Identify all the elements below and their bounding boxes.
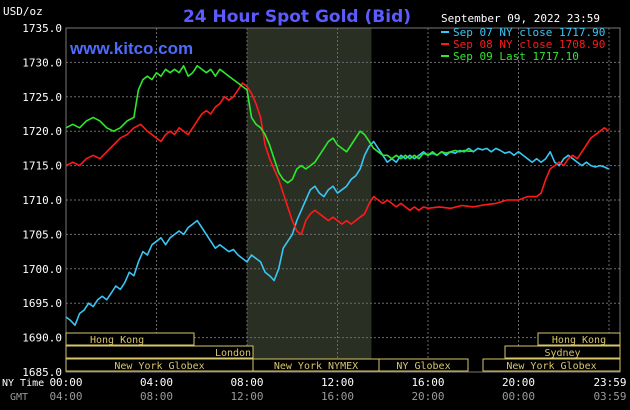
series-line-1 [65,82,610,236]
site-watermark: www.kitco.com [69,39,193,58]
chart-axes: 1735.0 1730.0 1725.0 1720.0 1715.0 1710.0 1705… [2,22,627,403]
x-tick-label-gmt: 03:59 [593,390,626,403]
session-label: NY Globex [396,361,450,372]
y-tick-label: 1695.0 [22,297,62,310]
nymex-session-shade [247,28,372,372]
session-label: New York NYMEX [274,361,358,372]
x-tick-label-gmt: 16:00 [321,390,354,403]
chart-timestamp: September 09, 2022 23:59 [441,12,600,25]
session-bars: Hong Kong London New York Globex New York N… [65,332,621,372]
y-tick-label: 1685.0 [22,366,62,379]
series-line-0 [65,140,609,326]
series-lines [65,65,610,326]
plot-frame [65,27,621,373]
y-tick-label: 1690.0 [22,332,62,345]
x-tick-label-ny: 12:00 [321,376,354,389]
session-box [537,332,621,346]
chart-grid [65,27,621,373]
session-label: Hong Kong [552,335,606,346]
x-tick-label-ny: 08:00 [230,376,263,389]
chart-title: 24 Hour Spot Gold (Bid) [183,7,411,27]
y-tick-label: 1735.0 [22,22,62,35]
x-tick-label-ny: 23:59 [593,376,626,389]
session-label: New York Globex [506,361,596,372]
legend-entry: Sep 08 NY close 1708.90 [453,38,605,51]
series-line-2 [65,65,474,184]
x-tick-label-ny: 04:00 [140,376,173,389]
session-box [65,345,254,359]
x-tick-label-gmt: 00:00 [502,390,535,403]
x-tick-label-gmt: 08:00 [140,390,173,403]
x-row-label-gmt: GMT [10,392,28,403]
session-box [504,345,621,359]
x-tick-label-gmt: 12:00 [230,390,263,403]
y-tick-label: 1720.0 [22,125,62,138]
session-label: Hong Kong [90,335,144,346]
y-tick-label: 1700.0 [22,263,62,276]
session-box [378,358,469,372]
session-label: New York Globex [114,361,204,372]
session-label: Sydney [544,348,580,359]
x-tick-label-ny: 20:00 [502,376,535,389]
x-tick-label-gmt: 04:00 [49,390,82,403]
y-tick-label: 1710.0 [22,194,62,207]
session-label: London [215,348,251,359]
y-tick-label: 1715.0 [22,160,62,173]
x-row-label-ny: NY Time [2,378,44,389]
y-tick-label: 1725.0 [22,91,62,104]
y-tick-label: 1705.0 [22,228,62,241]
x-tick-label-gmt: 20:00 [411,390,444,403]
session-box [482,358,621,372]
y-tick-label: 1730.0 [22,56,62,69]
legend-entry: Sep 09 Last 1717.10 [453,50,579,63]
y-axis-label: USD/oz [3,5,43,18]
x-tick-label-ny: 00:00 [49,376,82,389]
x-tick-label-ny: 16:00 [411,376,444,389]
legend-entry: Sep 07 NY close 1717.90 [453,26,605,39]
session-box [65,332,195,346]
